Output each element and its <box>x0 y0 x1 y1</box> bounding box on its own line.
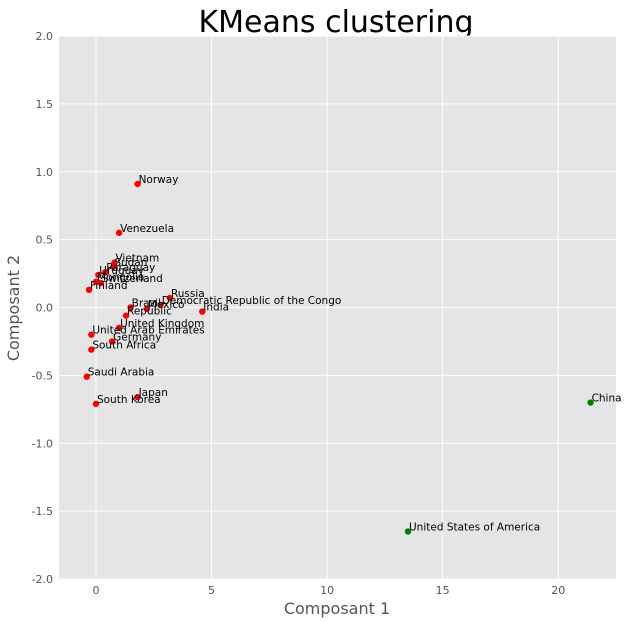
point-label: China <box>592 393 622 405</box>
point-label: Vietnam <box>115 253 159 265</box>
point-label: Paraguay <box>106 262 155 274</box>
y-axis-label: Composant 2 <box>4 255 23 361</box>
data-points <box>83 180 594 535</box>
x-tick-label: 5 <box>208 584 215 597</box>
point-label: Finland <box>90 280 128 292</box>
y-tick-label: 1.5 <box>36 98 54 111</box>
y-tick-label: -1.0 <box>32 437 53 450</box>
point-labels: Norway Venezuela VietnamSudanParaguayUrugu… <box>88 174 622 534</box>
scatter-point <box>110 263 117 270</box>
chart-title: KMeans clustering <box>199 5 474 40</box>
scatter-point <box>115 229 123 237</box>
point-label: Mexico <box>148 299 185 311</box>
y-tick-label: 0.0 <box>36 302 54 315</box>
scatter-point <box>134 180 141 188</box>
scatter-point <box>166 294 174 302</box>
scatter-point <box>122 312 130 319</box>
scatter-point <box>88 331 95 338</box>
y-tick-label: 0.5 <box>36 234 54 247</box>
x-tick-label: 0 <box>92 584 99 597</box>
scatter-point <box>143 305 151 313</box>
y-tick-label: -2.0 <box>32 573 53 586</box>
point-label: South Korea <box>97 394 161 406</box>
x-tick-label: 10 <box>320 584 334 597</box>
y-tick-label: 1.0 <box>36 166 54 179</box>
scatter-point <box>92 400 100 408</box>
scatter-point <box>157 301 164 308</box>
x-tick-label: 15 <box>436 584 450 597</box>
y-tick-label: -1.5 <box>32 505 53 518</box>
scatter-point <box>115 324 123 332</box>
y-tick-label: -0.5 <box>32 369 53 382</box>
point-label: Sudan <box>114 257 147 269</box>
point-label: United Kingdom <box>120 318 204 330</box>
scatter-point <box>97 279 104 287</box>
scatter-point <box>404 528 412 535</box>
point-label: Russia <box>171 288 205 300</box>
axis-ticks: 0 5 10 15 20 -2.0 -1.5 -1.0 -0.5 0.0 0.5 1.0 1.5 2.0 <box>32 30 566 597</box>
y-tick-label: 2.0 <box>36 30 54 43</box>
point-label: Japan <box>138 387 168 399</box>
point-label: United Arab Emirates <box>92 325 204 337</box>
point-label: Venezuela <box>120 223 174 235</box>
scatter-point <box>95 271 102 279</box>
point-label: Saudi Arabia <box>88 367 155 379</box>
scatter-point <box>134 393 141 401</box>
x-tick-label: 20 <box>551 584 565 597</box>
scatter-point <box>88 346 95 353</box>
point-label: South Africa <box>92 340 156 352</box>
scatter-point <box>199 308 206 315</box>
point-label: United States of America <box>409 521 540 533</box>
scatter-point <box>587 399 594 406</box>
point-label: India <box>203 302 229 314</box>
scatter-point <box>108 338 116 345</box>
scatter-point <box>85 286 93 294</box>
point-label: Mongolia <box>97 272 144 284</box>
x-axis-label: Composant 1 <box>284 599 390 618</box>
grid-lines <box>59 35 616 580</box>
point-label: Uruguay <box>99 265 144 277</box>
point-label: Norway <box>139 174 179 186</box>
scatter-point <box>127 304 134 311</box>
point-label: Brazil <box>132 298 161 310</box>
point-label: Switzerland <box>102 273 163 285</box>
point-label: Germany <box>113 331 161 343</box>
point-label: Republic <box>127 306 172 318</box>
scatter-point <box>83 373 90 380</box>
scatter-point <box>102 269 109 276</box>
point-label: Democratic Republic of the Congo <box>162 295 342 307</box>
